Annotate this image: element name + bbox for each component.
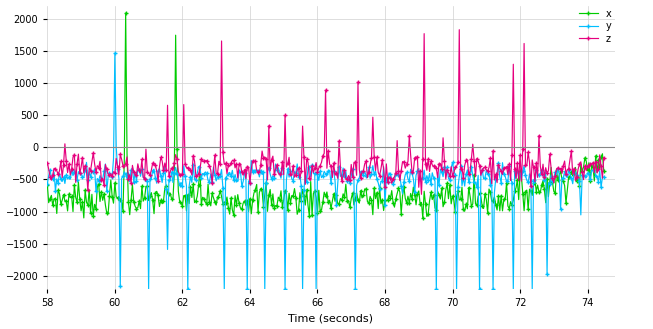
x	[121, 11, 129, 15]
z	[100, 183, 108, 187]
x	[600, 169, 608, 173]
x	[566, 175, 574, 179]
Legend: x, y, z: x, y, z	[575, 5, 615, 48]
X-axis label: Time (seconds): Time (seconds)	[289, 314, 374, 323]
y	[427, 182, 435, 186]
x	[100, 192, 108, 196]
x	[419, 216, 426, 220]
x	[43, 183, 51, 187]
z	[488, 182, 496, 186]
Line: x: x	[45, 11, 606, 220]
y	[173, 172, 181, 176]
y	[100, 169, 108, 173]
x	[369, 213, 377, 217]
z	[43, 161, 51, 164]
y	[43, 182, 51, 186]
y	[566, 172, 574, 176]
z	[426, 169, 434, 173]
x	[427, 190, 435, 194]
x	[488, 199, 496, 203]
z	[170, 161, 178, 165]
y	[488, 173, 496, 177]
Line: y: y	[45, 51, 606, 291]
x	[172, 33, 180, 37]
z	[600, 156, 608, 160]
z	[368, 156, 375, 160]
y	[600, 175, 608, 179]
z	[566, 157, 574, 161]
y	[111, 51, 119, 55]
y	[370, 172, 378, 176]
Line: z: z	[45, 27, 606, 197]
y	[145, 287, 153, 291]
z	[417, 192, 425, 196]
z	[455, 28, 463, 32]
